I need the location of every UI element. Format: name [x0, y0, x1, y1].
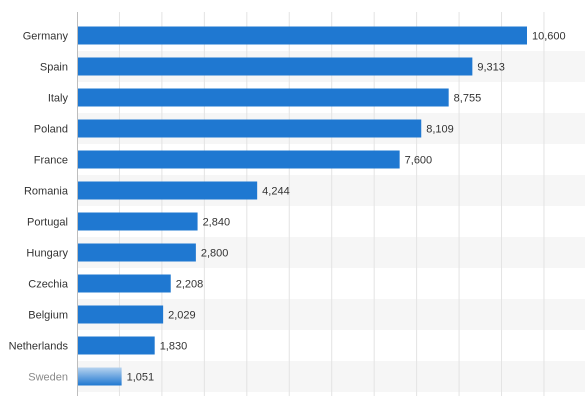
category-label: Romania: [24, 186, 69, 198]
category-label: France: [34, 155, 68, 167]
value-label: 1,051: [127, 372, 155, 384]
bars: [78, 26, 527, 386]
labels: Germany 10,600 Spain 9,313 Italy 8,755 Poland 8…: [9, 31, 566, 384]
bar-germany: [78, 26, 527, 45]
bar-sweden: [78, 367, 122, 386]
value-label: 8,755: [454, 93, 482, 105]
bar-czechia: [78, 274, 171, 293]
value-label: 8,109: [426, 124, 454, 136]
category-label: Italy: [48, 93, 69, 105]
bar-france: [78, 150, 400, 169]
category-label: Netherlands: [9, 341, 69, 353]
value-label: 10,600: [532, 31, 566, 43]
category-label: Sweden: [28, 372, 68, 384]
category-label: Germany: [23, 31, 69, 43]
bar-netherlands: [78, 336, 155, 355]
category-label: Czechia: [28, 279, 69, 291]
bar-belgium: [78, 305, 164, 324]
bar-poland: [78, 119, 422, 138]
category-label: Hungary: [26, 248, 68, 260]
value-label: 9,313: [477, 62, 505, 74]
value-label: 2,840: [203, 217, 231, 229]
category-label: Poland: [34, 124, 68, 136]
category-label: Portugal: [27, 217, 68, 229]
bar-portugal: [78, 212, 198, 231]
category-label: Spain: [40, 62, 68, 74]
value-label: 2,208: [176, 279, 204, 291]
bar-romania: [78, 181, 258, 200]
category-label: Belgium: [28, 310, 68, 322]
gridlines: [77, 12, 545, 396]
value-label: 2,800: [201, 248, 229, 260]
value-label: 4,244: [262, 186, 290, 198]
bar-italy: [78, 88, 449, 107]
bar-spain: [78, 57, 473, 76]
value-label: 2,029: [168, 310, 196, 322]
value-label: 7,600: [405, 155, 433, 167]
bar-hungary: [78, 243, 196, 262]
value-label: 1,830: [160, 341, 188, 353]
